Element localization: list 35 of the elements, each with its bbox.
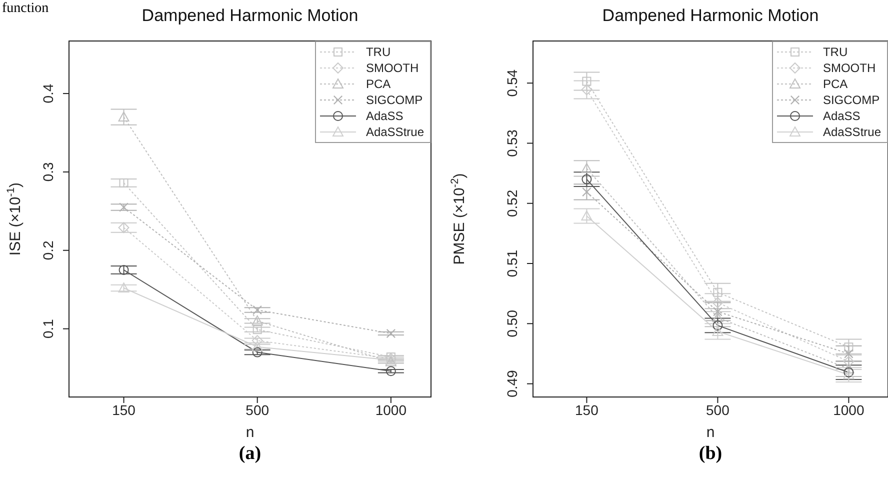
y-tick-label: 0.4 (40, 84, 56, 104)
y-tick-label: 0.1 (40, 318, 56, 339)
legend-label: AdaSS (366, 109, 404, 123)
y-tick-label: 0.54 (504, 69, 520, 97)
y-tick-label: 0.3 (40, 162, 56, 182)
legend-label: TRU (822, 45, 848, 59)
y-tick-label: 0.51 (504, 250, 520, 278)
y-tick-label: 0.49 (504, 370, 520, 398)
x-tick-label: 1000 (375, 402, 407, 418)
x-tick-label: 150 (112, 402, 136, 418)
text: function (2, 1, 49, 17)
y-tick-label: 0.2 (40, 240, 56, 260)
legend-label: PCA (366, 77, 391, 91)
legend-label: AdaSStrue (822, 125, 881, 139)
legend-label: TRU (366, 45, 391, 59)
legend-label: SIGCOMP (366, 93, 423, 107)
legend-label: AdaSS (822, 109, 860, 123)
legend-label: SMOOTH (366, 61, 419, 75)
x-tick-label: 150 (575, 402, 599, 418)
x-axis-title: n (246, 424, 254, 441)
chart-title: Dampened Harmonic Motion (601, 6, 820, 26)
legend-label: SIGCOMP (822, 93, 880, 107)
y-tick-label: 0.52 (504, 190, 520, 217)
y-tick-label: 0.50 (504, 310, 520, 338)
x-tick-label: 1000 (833, 402, 864, 418)
x-tick-label: 500 (246, 402, 270, 418)
text: (a) (238, 443, 262, 465)
legend-label: SMOOTH (822, 61, 876, 75)
text: (b) (698, 443, 724, 465)
legend-label: AdaSStrue (366, 125, 424, 139)
legend-label: PCA (822, 77, 848, 91)
x-tick-label: 500 (706, 402, 730, 418)
x-axis-title: n (706, 424, 715, 441)
chart-title: Dampened Harmonic Motion (140, 6, 360, 26)
y-tick-label: 0.53 (504, 129, 520, 157)
